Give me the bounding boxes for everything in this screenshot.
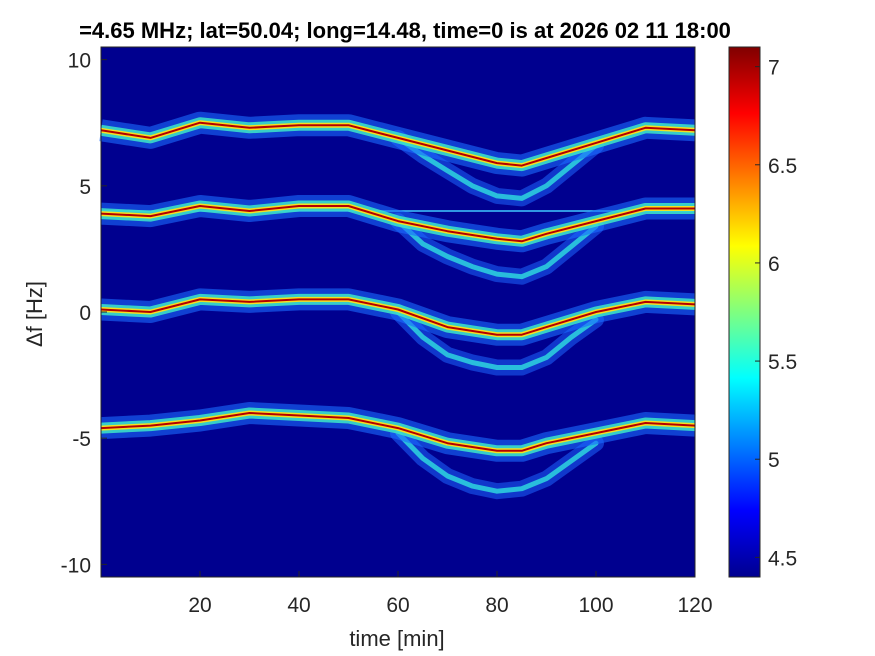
cbar-tick-label-2: 6 — [768, 253, 780, 276]
doppler-traces — [99, 111, 696, 500]
x-tick-label-0: 20 — [188, 594, 211, 617]
plot-area — [99, 46, 696, 578]
x-axis-ticks: 20 40 60 80 100 120 — [188, 571, 713, 617]
y-tick-label-1: 5 — [79, 176, 91, 199]
secondary-trace-3 — [395, 430, 599, 494]
y-tick-label-4: -10 — [61, 554, 91, 577]
colorbar-ticks: 7 6.5 6 5.5 5 4.5 — [755, 57, 797, 570]
y-axis-label: Δf [Hz] — [22, 281, 47, 347]
secondary-trace-1 — [395, 218, 599, 280]
trace-peak-2 — [100, 298, 696, 336]
cbar-tick-label-4: 5 — [768, 449, 780, 472]
x-tick-label-2: 60 — [386, 594, 409, 617]
trace-peak-1 — [100, 205, 695, 243]
trace-peak-0 — [100, 121, 696, 167]
y-axis-ticks: 10 5 0 -5 -10 — [61, 50, 107, 577]
y-tick-label-2: 0 — [79, 302, 91, 325]
x-tick-label-3: 80 — [485, 594, 508, 617]
cbar-tick-label-1: 6.5 — [768, 155, 797, 178]
chart-title: =4.65 MHz; lat=50.04; long=14.48, time=0… — [79, 18, 731, 43]
cbar-tick-label-0: 7 — [768, 57, 780, 80]
y-tick-label-0: 10 — [68, 50, 91, 73]
secondary-trace-2 — [395, 309, 599, 370]
x-tick-label-4: 100 — [578, 594, 613, 617]
x-tick-label-1: 40 — [287, 594, 310, 617]
trace-peak-3 — [100, 412, 696, 452]
cbar-tick-label-5: 4.5 — [768, 547, 797, 570]
colorbar-gradient — [728, 46, 761, 578]
secondary-trace-0 — [395, 135, 599, 201]
y-tick-label-3: -5 — [72, 428, 91, 451]
colorbar: 7 6.5 6 5.5 5 4.5 — [728, 46, 797, 578]
x-axis-label: time [min] — [349, 626, 444, 651]
x-tick-label-5: 120 — [677, 594, 712, 617]
cbar-tick-label-3: 5.5 — [768, 351, 797, 374]
